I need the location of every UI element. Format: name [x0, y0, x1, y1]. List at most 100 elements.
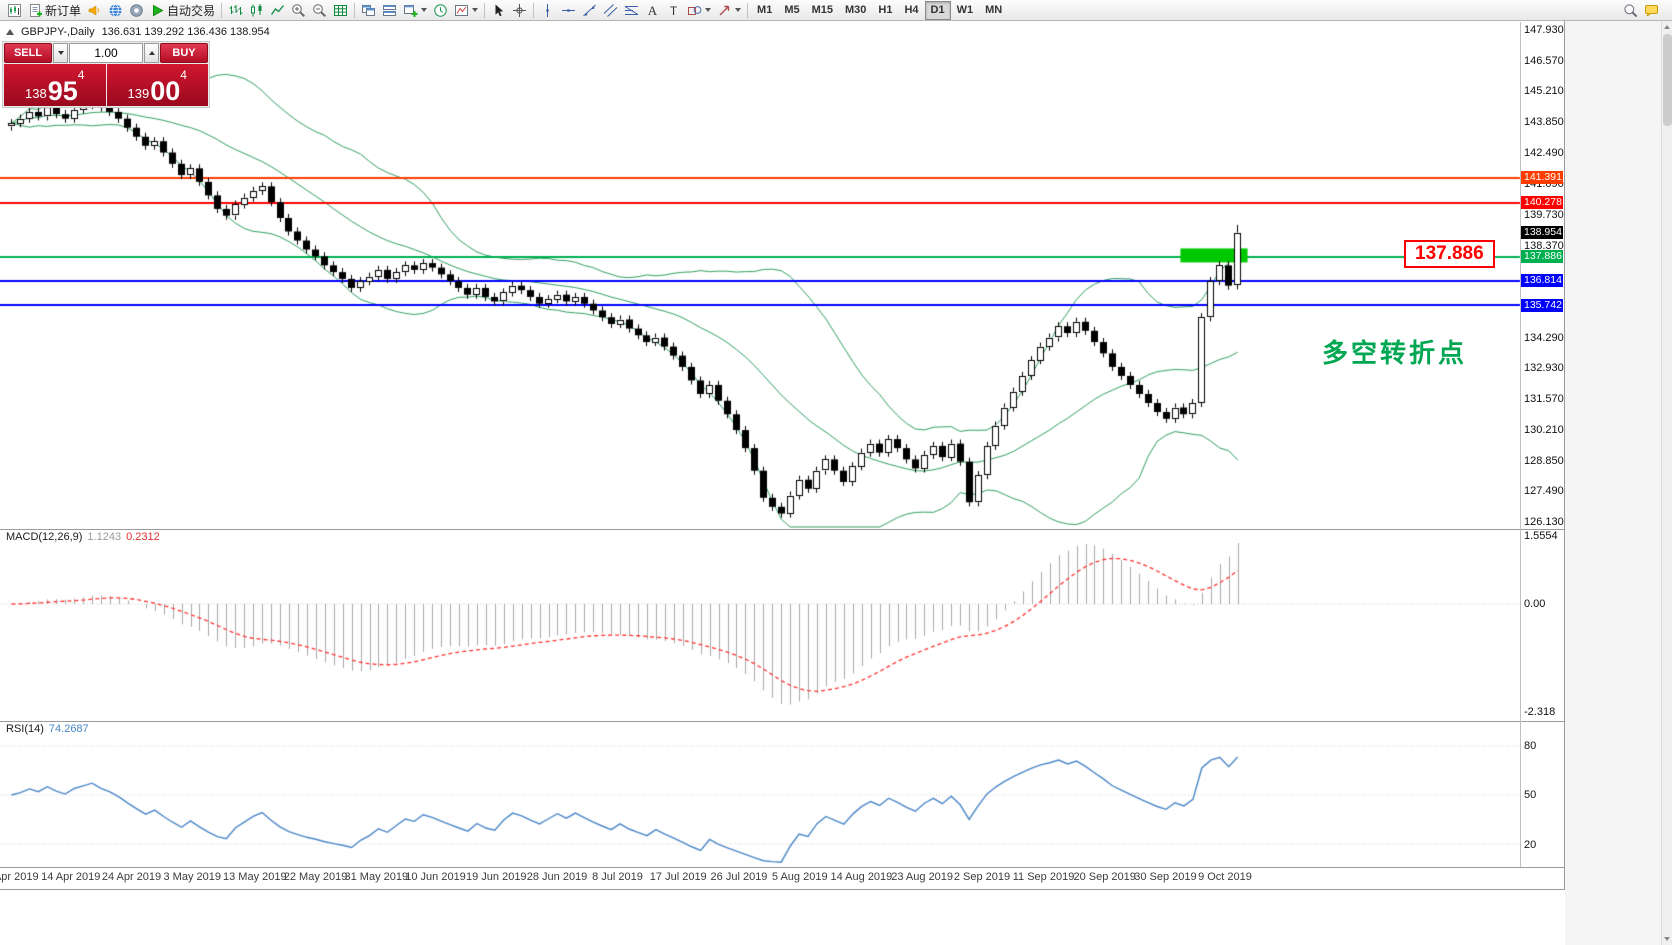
zoom-in-icon [291, 3, 306, 18]
trendline-tool-button[interactable] [579, 1, 600, 20]
shapes-tool-button[interactable] [684, 1, 714, 20]
date-label: 4 Apr 2019 [0, 871, 39, 883]
crosshair-tool-button[interactable] [509, 1, 530, 20]
sell-button[interactable]: SELL [4, 43, 52, 63]
ask-pipette: 4 [180, 68, 187, 82]
timeframe-mn-button[interactable]: MN [979, 1, 1008, 20]
alerts-button[interactable] [84, 1, 105, 20]
page-icon [28, 3, 43, 18]
down-arrow-icon [57, 51, 64, 55]
textT-icon: T [666, 3, 681, 18]
timeframe-d1-button[interactable]: D1 [924, 0, 951, 20]
textA-icon: A [645, 3, 660, 18]
candlestick-chart-button[interactable] [246, 1, 267, 20]
axis-separator [0, 867, 1565, 868]
new-chart-button[interactable] [4, 1, 25, 20]
timeframe-m30-button[interactable]: M30 [839, 1, 872, 20]
horn-icon [87, 3, 102, 18]
date-label: 14 Aug 2019 [830, 871, 893, 883]
templates-button[interactable] [451, 1, 481, 20]
panel-collapse-arrow-icon[interactable] [6, 29, 14, 35]
fibonacci-tool-button[interactable] [621, 1, 642, 20]
market-watch-button[interactable] [105, 1, 126, 20]
bar-chart-button[interactable] [225, 1, 246, 20]
dropdown-arrow-icon [421, 8, 428, 12]
candles-icon [249, 3, 264, 18]
channel-tool-button[interactable] [600, 1, 621, 20]
scroll-down-arrow-icon[interactable] [1662, 933, 1672, 945]
timeframe-m15-button[interactable]: M15 [806, 1, 839, 20]
date-label: 9 Oct 2019 [1198, 871, 1252, 883]
date-label: 31 May 2019 [344, 871, 409, 883]
chart-new-icon [7, 3, 22, 18]
price-scale-marker: 138.954 [1521, 226, 1563, 240]
tile-windows-button[interactable] [358, 1, 379, 20]
price-scale-marker: 137.886 [1521, 250, 1563, 264]
horizontal-line-tool-button[interactable] [558, 1, 579, 20]
window-list-button[interactable] [379, 1, 400, 20]
chart-symbol-header: GBPJPY-,Daily 136.631 139.292 136.436 13… [6, 26, 270, 38]
turning-point-annotation[interactable]: 多空转折点 [1322, 338, 1468, 368]
price-scale-marker: 136.814 [1521, 274, 1563, 288]
indicator-scale-label: 20 [1524, 839, 1537, 851]
zoom-out-button[interactable] [309, 1, 330, 20]
play-icon [150, 3, 165, 18]
buy-button[interactable]: BUY [160, 43, 208, 63]
main-toolbar: 新订单 自动交易 A T M1 M5 M15 M30 H1 H4 D1 W1 MN [0, 0, 1672, 21]
scroll-up-arrow-icon[interactable] [1662, 21, 1672, 33]
bid-price-display[interactable]: 138 95 4 [4, 64, 106, 106]
toolbar-separator [533, 2, 535, 18]
vertical-scrollbar[interactable] [1661, 21, 1672, 945]
timeframe-m5-button[interactable]: M5 [778, 1, 805, 20]
indicators-button[interactable] [330, 1, 351, 20]
date-label: 11 Sep 2019 [1012, 871, 1075, 883]
timeframe-w1-button[interactable]: W1 [951, 1, 980, 20]
grid-green-icon [333, 3, 348, 18]
cursor-tool-button[interactable] [488, 1, 509, 20]
zoom-out-icon [312, 3, 327, 18]
autotrading-button[interactable]: 自动交易 [147, 1, 218, 20]
line-chart-button[interactable] [267, 1, 288, 20]
zoom-in-button[interactable] [288, 1, 309, 20]
dropdown-arrow-icon [705, 8, 712, 12]
add-indicator-button[interactable] [400, 1, 430, 20]
volume-decrease-button[interactable] [53, 43, 68, 63]
toolbar-main-group: 新订单 自动交易 A T [4, 1, 744, 20]
macd-signal-value: 0.2312 [126, 531, 160, 543]
community-button[interactable] [1641, 1, 1662, 20]
rsi-panel-separator[interactable] [0, 721, 1565, 722]
date-label: 5 Aug 2019 [771, 871, 828, 883]
rsi-name: RSI(14) [6, 723, 44, 735]
ask-price-display[interactable]: 139 00 4 [106, 64, 208, 106]
price-callout-label[interactable]: 137.886 [1404, 240, 1495, 268]
scrollbar-thumb[interactable] [1663, 34, 1672, 126]
macd-panel-separator[interactable] [0, 529, 1565, 530]
timeframe-h1-button[interactable]: H1 [872, 1, 898, 20]
volume-input[interactable] [69, 43, 143, 63]
indicator-scale-label: 1.5554 [1524, 530, 1558, 542]
new-order-button[interactable]: 新订单 [25, 1, 84, 20]
volume-increase-button[interactable] [144, 43, 159, 63]
toolbar-right-group [1620, 1, 1668, 20]
price-scale-label: 134.290 [1524, 331, 1564, 344]
vertical-line-tool-button[interactable] [537, 1, 558, 20]
data-window-button[interactable] [126, 1, 147, 20]
text-tool-button[interactable]: A [642, 1, 663, 20]
label-tool-button[interactable]: T [663, 1, 684, 20]
timeframe-m1-button[interactable]: M1 [751, 1, 778, 20]
price-chart-canvas[interactable] [0, 22, 1564, 890]
price-scale-label: 145.210 [1524, 85, 1564, 98]
price-scale-marker: 140.278 [1521, 196, 1563, 210]
toolbar-separator [221, 2, 223, 18]
price-scale[interactable]: 147.930 146.570 145.210 143.850 142.490 141.0… [1520, 22, 1565, 867]
rsi-value: 74.2687 [48, 723, 89, 735]
toolbar-separator [354, 2, 356, 18]
periods-button[interactable] [430, 1, 451, 20]
date-label: 10 Jun 2019 [405, 871, 466, 883]
indicator-scale-label: 50 [1524, 789, 1537, 801]
arrows-tool-button[interactable] [714, 1, 744, 20]
search-button[interactable] [1620, 1, 1641, 20]
timeframe-h4-button[interactable]: H4 [898, 1, 924, 20]
